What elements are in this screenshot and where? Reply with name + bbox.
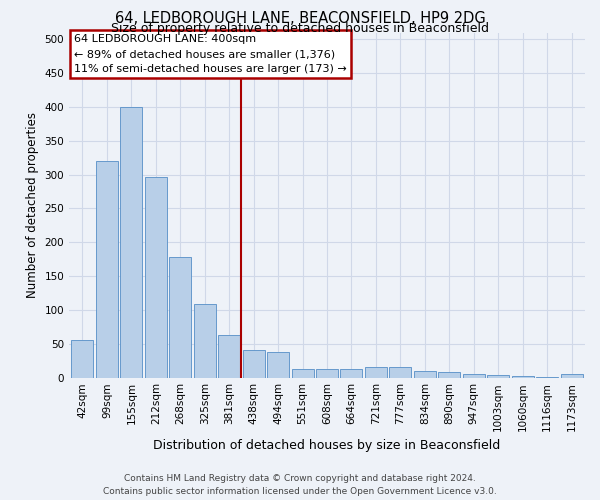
Bar [560, 374, 583, 378]
Bar [267, 352, 289, 378]
X-axis label: Distribution of detached houses by size in Beaconsfield: Distribution of detached houses by size … [154, 440, 500, 452]
Bar [438, 372, 460, 378]
Bar [145, 176, 167, 378]
Bar [414, 372, 436, 378]
Bar [389, 368, 412, 378]
Bar [512, 376, 533, 378]
Bar [242, 350, 265, 378]
Bar [365, 368, 387, 378]
Bar [316, 370, 338, 378]
Text: Contains HM Land Registry data © Crown copyright and database right 2024.
Contai: Contains HM Land Registry data © Crown c… [103, 474, 497, 496]
Bar [96, 161, 118, 378]
Bar [340, 370, 362, 378]
Bar [218, 335, 240, 378]
Bar [487, 376, 509, 378]
Bar [463, 374, 485, 378]
Bar [194, 304, 216, 378]
Bar [169, 257, 191, 378]
Bar [121, 107, 142, 378]
Text: 64 LEDBOROUGH LANE: 400sqm
← 89% of detached houses are smaller (1,376)
11% of s: 64 LEDBOROUGH LANE: 400sqm ← 89% of deta… [74, 34, 347, 74]
Bar [536, 377, 558, 378]
Y-axis label: Number of detached properties: Number of detached properties [26, 112, 39, 298]
Bar [71, 340, 94, 378]
Bar [292, 368, 314, 378]
Text: Size of property relative to detached houses in Beaconsfield: Size of property relative to detached ho… [111, 22, 489, 35]
Text: 64, LEDBOROUGH LANE, BEACONSFIELD, HP9 2DG: 64, LEDBOROUGH LANE, BEACONSFIELD, HP9 2… [115, 11, 485, 26]
